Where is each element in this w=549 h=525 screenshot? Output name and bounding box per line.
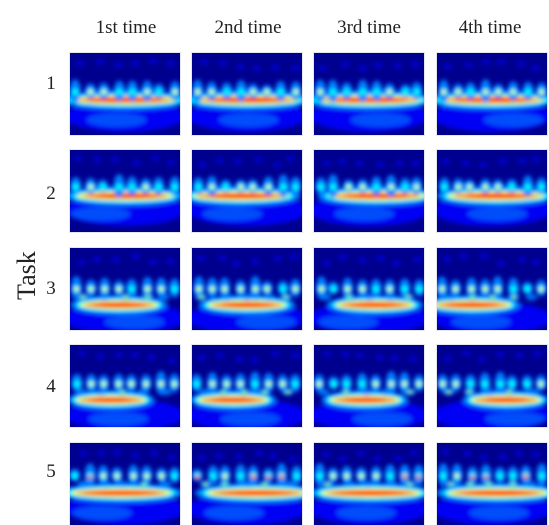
- scalogram-task-1-time-1: [70, 53, 180, 135]
- scalogram-task-5-time-2: [192, 443, 302, 525]
- scalogram-task-1-time-2: [192, 53, 302, 135]
- scalogram-task-4-time-3: [314, 345, 424, 427]
- scalogram-task-3-time-4: [437, 248, 547, 330]
- scalogram-task-3-time-3: [314, 248, 424, 330]
- scalogram-task-2-time-1: [70, 150, 180, 232]
- scalogram-task-5-time-1: [70, 443, 180, 525]
- column-header-3rd-time: 3rd time: [337, 17, 401, 38]
- row-label-1: 1: [46, 73, 56, 94]
- row-label-3: 3: [46, 278, 56, 299]
- scalogram-task-2-time-2: [192, 150, 302, 232]
- scalogram-task-2-time-4: [437, 150, 547, 232]
- scalogram-task-1-time-3: [314, 53, 424, 135]
- row-label-5: 5: [46, 461, 56, 482]
- scalogram-task-5-time-4: [437, 443, 547, 525]
- column-header-4th-time: 4th time: [458, 17, 522, 38]
- column-header-2nd-time: 2nd time: [214, 17, 282, 38]
- row-axis-title: Task: [12, 251, 41, 300]
- row-label-2: 2: [46, 183, 56, 204]
- scalogram-task-1-time-4: [437, 53, 547, 135]
- row-label-4: 4: [46, 376, 56, 397]
- scalogram-task-5-time-3: [314, 443, 424, 525]
- scalogram-task-4-time-2: [192, 345, 302, 427]
- scalogram-task-4-time-4: [437, 345, 547, 427]
- column-header-1st-time: 1st time: [95, 17, 157, 38]
- scalogram-task-2-time-3: [314, 150, 424, 232]
- scalogram-task-3-time-2: [192, 248, 302, 330]
- scalogram-task-3-time-1: [70, 248, 180, 330]
- scalogram-task-4-time-1: [70, 345, 180, 427]
